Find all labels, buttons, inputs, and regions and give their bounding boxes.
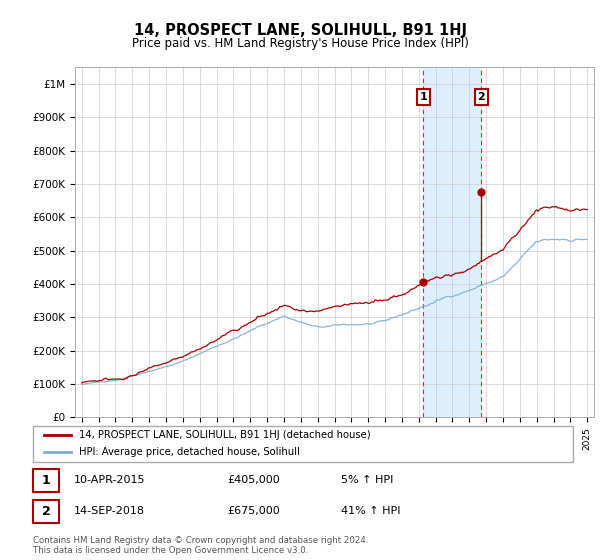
Text: 10-APR-2015: 10-APR-2015 bbox=[74, 475, 145, 486]
Text: 14, PROSPECT LANE, SOLIHULL, B91 1HJ: 14, PROSPECT LANE, SOLIHULL, B91 1HJ bbox=[133, 24, 467, 38]
Text: 2: 2 bbox=[478, 92, 485, 102]
Text: £405,000: £405,000 bbox=[227, 475, 280, 486]
Text: 14-SEP-2018: 14-SEP-2018 bbox=[74, 506, 145, 516]
Text: 2: 2 bbox=[41, 505, 50, 517]
Bar bbox=[424, 67, 481, 417]
Text: 1: 1 bbox=[419, 92, 427, 102]
Text: Price paid vs. HM Land Registry's House Price Index (HPI): Price paid vs. HM Land Registry's House … bbox=[131, 36, 469, 50]
Text: Contains HM Land Registry data © Crown copyright and database right 2024.
This d: Contains HM Land Registry data © Crown c… bbox=[33, 536, 368, 555]
Text: HPI: Average price, detached house, Solihull: HPI: Average price, detached house, Soli… bbox=[79, 447, 300, 457]
Text: 5% ↑ HPI: 5% ↑ HPI bbox=[341, 475, 393, 486]
Bar bbox=[33, 469, 59, 492]
Text: 1: 1 bbox=[41, 474, 50, 487]
Text: £675,000: £675,000 bbox=[227, 506, 280, 516]
Text: 14, PROSPECT LANE, SOLIHULL, B91 1HJ (detached house): 14, PROSPECT LANE, SOLIHULL, B91 1HJ (de… bbox=[79, 431, 371, 440]
Bar bbox=[33, 500, 59, 523]
Text: 41% ↑ HPI: 41% ↑ HPI bbox=[341, 506, 400, 516]
